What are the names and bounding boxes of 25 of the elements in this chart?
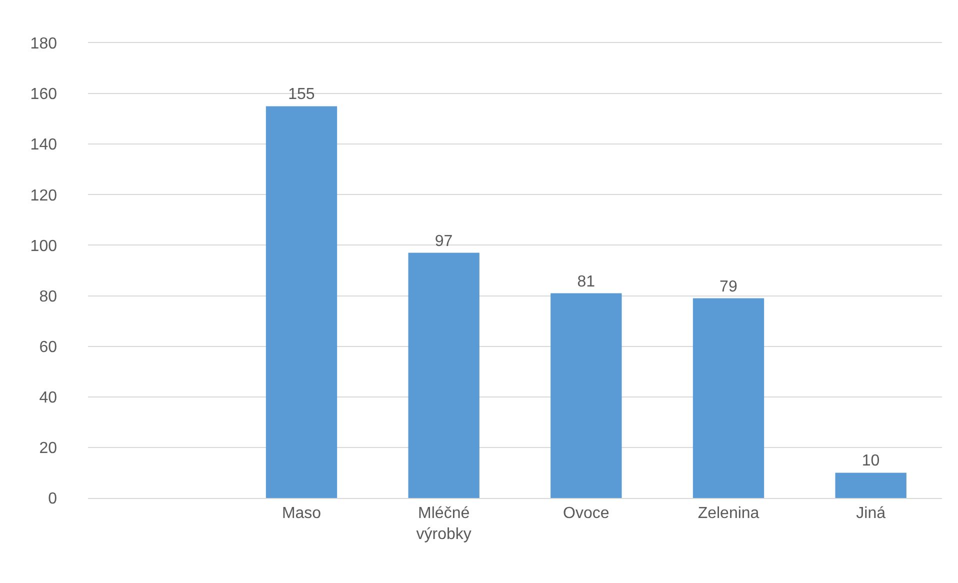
y-tick-label: 100 <box>30 238 58 255</box>
data-label: 79 <box>720 278 738 296</box>
y-tick-label: 0 <box>48 490 58 508</box>
bar <box>835 472 906 498</box>
y-tick-label: 80 <box>39 288 58 306</box>
data-label: 81 <box>577 273 596 290</box>
bar <box>408 252 480 498</box>
y-tick-label: 180 <box>30 36 58 53</box>
bar <box>266 106 338 498</box>
x-tick-label: Jiná <box>856 505 886 522</box>
data-label: 155 <box>288 86 315 104</box>
y-tick-label: 60 <box>39 338 58 356</box>
x-tick-label: Maso <box>282 505 322 522</box>
data-label: 10 <box>862 452 880 470</box>
x-tick-label: Mléčné výrobky <box>416 505 472 543</box>
y-tick-label: 120 <box>30 187 58 204</box>
y-tick-label: 40 <box>39 389 58 406</box>
bar <box>692 298 764 498</box>
x-tick-label: Zelenina <box>698 505 760 522</box>
bar <box>550 293 622 498</box>
y-tick-label: 160 <box>30 86 58 104</box>
y-tick-label: 140 <box>30 136 58 154</box>
y-tick-label: 20 <box>39 440 58 458</box>
x-tick-label: Ovoce <box>563 505 610 522</box>
data-label: 97 <box>434 232 453 250</box>
